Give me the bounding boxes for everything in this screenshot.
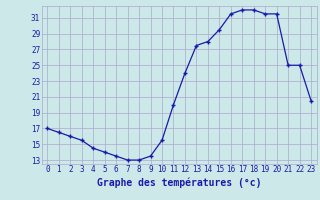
X-axis label: Graphe des températures (°c): Graphe des températures (°c) <box>97 177 261 188</box>
